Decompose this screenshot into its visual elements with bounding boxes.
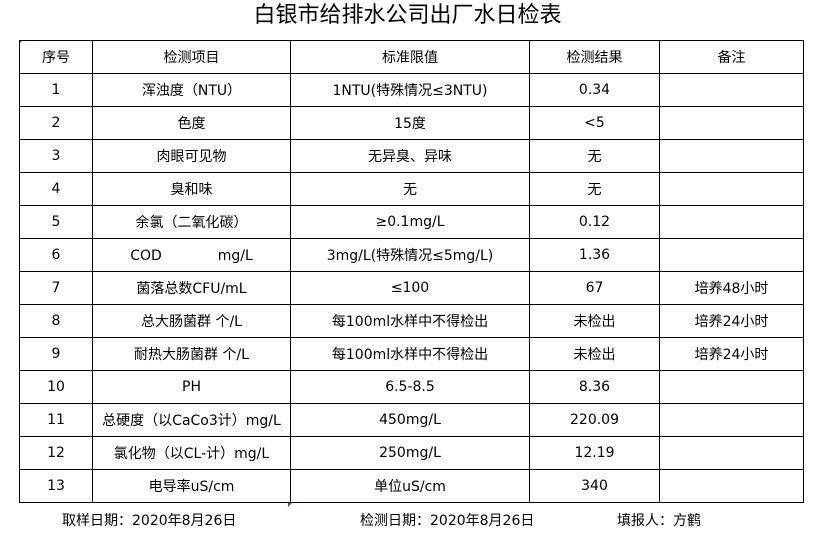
header-limit: 标准限值 xyxy=(290,40,530,74)
cell-item: 耐热大肠菌群 个/L xyxy=(92,337,291,371)
cell-result: <5 xyxy=(529,106,660,140)
cell-limit: 6.5-8.5 xyxy=(290,370,530,404)
cell-note xyxy=(659,139,804,173)
cell-seq: 10 xyxy=(19,370,93,404)
cell-result: 未检出 xyxy=(529,304,660,338)
header-item: 检测项目 xyxy=(92,40,291,74)
header-row: 序号 检测项目 标准限值 检测结果 备注 xyxy=(19,40,804,74)
cell-note xyxy=(659,469,804,503)
cell-result: 无 xyxy=(529,172,660,206)
table-row: 7 菌落总数CFU/mL ≤100 67 培养48小时 xyxy=(19,271,804,305)
cell-item: COD mg/L xyxy=(92,238,291,272)
header-result: 检测结果 xyxy=(529,40,660,74)
cell-result: 67 xyxy=(529,271,660,305)
cell-limit: ≥0.1mg/L xyxy=(290,205,530,239)
table-row: 12 氯化物（以CL-计）mg/L 250mg/L 12.19 xyxy=(19,436,804,470)
cell-result: 340 xyxy=(529,469,660,503)
test-date: 检测日期：2020年8月26日 xyxy=(360,513,535,529)
cell-note xyxy=(659,403,804,437)
cell-note xyxy=(659,172,804,206)
cell-seq: 1 xyxy=(19,73,93,107)
cell-result: 12.19 xyxy=(529,436,660,470)
cell-limit: 无异臭、异味 xyxy=(290,139,530,173)
cell-limit: 每100ml水样中不得检出 xyxy=(290,337,530,371)
cell-item: 臭和味 xyxy=(92,172,291,206)
cell-item: 总硬度（以CaCo3计）mg/L xyxy=(92,403,291,437)
cell-result: 未检出 xyxy=(529,337,660,371)
table-row: 3 肉眼可见物 无异臭、异味无 xyxy=(19,139,804,173)
cell-seq: 11 xyxy=(19,403,93,437)
cell-limit: 单位uS/cm xyxy=(290,469,530,503)
cell-seq: 5 xyxy=(19,205,93,239)
cell-item: 浑浊度（NTU） xyxy=(92,73,291,107)
cell-limit: ≤100 xyxy=(290,271,530,305)
cell-seq: 13 xyxy=(19,469,93,503)
cell-item: 菌落总数CFU/mL xyxy=(92,271,291,305)
cell-seq: 3 xyxy=(19,139,93,173)
cell-item: 余氯（二氧化碳） xyxy=(92,205,291,239)
table-row: 4 臭和味无无 xyxy=(19,172,804,206)
cell-result: 0.12 xyxy=(529,205,660,239)
table-row: 5 余氯（二氧化碳） ≥0.1mg/L 0.12 xyxy=(19,205,804,239)
cell-limit: 无 xyxy=(290,172,530,206)
cell-limit: 250mg/L xyxy=(290,436,530,470)
header-note: 备注 xyxy=(659,40,804,74)
table-row: 6 COD mg/L 3mg/L(特殊情况≤5mg/L) 1.36 xyxy=(19,238,804,272)
table-row: 10 PH 6.5-8.5 8.36 xyxy=(19,370,804,404)
cell-note xyxy=(659,205,804,239)
table-row: 13 电导率uS/cm 单位uS/cm 340 xyxy=(19,469,804,503)
cell-result: 0.34 xyxy=(529,73,660,107)
cell-limit: 15度 xyxy=(290,106,530,140)
reporter: 填报人：方鹤 xyxy=(617,513,701,529)
cell-item: 肉眼可见物 xyxy=(92,139,291,173)
cell-seq: 6 xyxy=(19,238,93,272)
cell-note: 培养24小时 xyxy=(659,304,804,338)
cell-result: 220.09 xyxy=(529,403,660,437)
page-title: 白银市给排水公司出厂水日检表 xyxy=(253,3,562,28)
cell-limit: 450mg/L xyxy=(290,403,530,437)
table-row: 1 浑浊度（NTU） 1NTU(特殊情况≤3NTU) 0.34 xyxy=(19,73,804,107)
cell-note xyxy=(659,106,804,140)
cell-note xyxy=(659,238,804,272)
cell-note: 培养24小时 xyxy=(659,337,804,371)
cell-item: 电导率uS/cm xyxy=(92,469,291,503)
cell-seq: 2 xyxy=(19,106,93,140)
cell-limit: 每100ml水样中不得检出 xyxy=(290,304,530,338)
cell-limit: 3mg/L(特殊情况≤5mg/L) xyxy=(290,238,530,272)
table-row: 11 总硬度（以CaCo3计）mg/L 450mg/L 220.09 xyxy=(19,403,804,437)
cell-result: 无 xyxy=(529,139,660,173)
cell-result: 1.36 xyxy=(529,238,660,272)
sample-date: 取样日期：2020年8月26日 xyxy=(62,513,237,529)
cell-note xyxy=(659,370,804,404)
table-row: 9 耐热大肠菌群 个/L 每100ml水样中不得检出 未检出 培养24小时 xyxy=(19,337,804,371)
table-row: 8 总大肠菌群 个/L 每100ml水样中不得检出 未检出 培养24小时 xyxy=(19,304,804,338)
header-seq: 序号 xyxy=(19,40,93,74)
cell-note xyxy=(659,73,804,107)
table-row: 2 色度 15度 <5 xyxy=(19,106,804,140)
cell-note xyxy=(659,436,804,470)
cell-seq: 12 xyxy=(19,436,93,470)
cell-note: 培养48小时 xyxy=(659,271,804,305)
cell-item: 氯化物（以CL-计）mg/L xyxy=(92,436,291,470)
cell-seq: 4 xyxy=(19,172,93,206)
cell-item: 色度 xyxy=(92,106,291,140)
cell-item: 总大肠菌群 个/L xyxy=(92,304,291,338)
cell-limit: 1NTU(特殊情况≤3NTU) xyxy=(290,73,530,107)
inspection-table: 序号 检测项目 标准限值 检测结果 备注 1 浑浊度（NTU） 1NTU(特殊情况≤3NTU)… xyxy=(19,40,804,503)
cell-seq: 7 xyxy=(19,271,93,305)
cell-result: 8.36 xyxy=(529,370,660,404)
cell-seq: 9 xyxy=(19,337,93,371)
cell-marker xyxy=(288,503,292,507)
cell-item: PH xyxy=(92,370,291,404)
cell-seq: 8 xyxy=(19,304,93,338)
